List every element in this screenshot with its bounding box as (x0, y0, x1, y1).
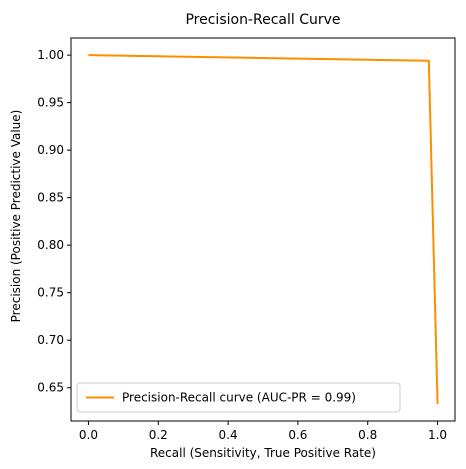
plot-frame (70, 37, 456, 422)
series-line (88, 54, 439, 404)
chart-title: Precision-Recall Curve (185, 12, 340, 28)
y-tick-label: 1.00 (37, 48, 64, 62)
legend-label: Precision-Recall curve (AUC-PR = 0.99) (122, 391, 356, 405)
x-tick-label: 0.8 (358, 428, 377, 442)
y-tick-label: 0.70 (37, 333, 64, 347)
y-tick-label: 0.80 (37, 238, 64, 252)
legend: Precision-Recall curve (AUC-PR = 0.99) (76, 382, 401, 413)
y-axis-label: Precision (Positive Predictive Value) (9, 110, 23, 323)
x-tick-label: 0.4 (219, 428, 238, 442)
y-axis-ticks: 0.65 0.70 0.75 0.80 0.85 0.90 0.95 1.00 (37, 48, 71, 395)
x-axis-ticks: 0.0 0.2 0.4 0.6 0.8 1.0 (79, 421, 447, 442)
y-tick-label: 0.95 (37, 96, 64, 110)
x-tick-label: 1.0 (428, 428, 447, 442)
x-axis-label: Recall (Sensitivity, True Positive Rate) (150, 446, 376, 460)
y-tick-label: 0.85 (37, 191, 64, 205)
y-tick-label: 0.65 (37, 381, 64, 395)
legend-box (76, 382, 401, 413)
x-tick-label: 0.2 (149, 428, 168, 442)
y-tick-label: 0.75 (37, 286, 64, 300)
x-tick-label: 0.6 (288, 428, 307, 442)
series-layer (88, 54, 439, 404)
x-tick-label: 0.0 (79, 428, 98, 442)
y-tick-label: 0.90 (37, 143, 64, 157)
